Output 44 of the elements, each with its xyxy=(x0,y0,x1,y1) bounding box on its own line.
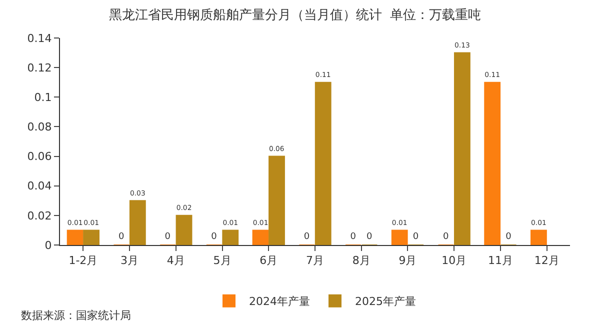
x-tick-label: 7月 xyxy=(306,254,324,268)
x-tick-label: 9月 xyxy=(398,254,417,268)
x-tick-label: 10月 xyxy=(442,254,467,268)
bar xyxy=(314,82,332,245)
bar xyxy=(176,214,192,245)
y-tick-label: 0.12 xyxy=(27,61,52,74)
x-tick-label: 1-2月 xyxy=(68,254,98,268)
data-label: 0 xyxy=(366,232,372,242)
chart-title: 黑龙江省民用钢质船舶产量分月（当月值）统计 单位：万载重吨 xyxy=(108,8,482,23)
bar xyxy=(454,52,470,245)
bar xyxy=(83,230,100,245)
legend-label: 2024年产量 xyxy=(249,295,310,308)
bar xyxy=(268,156,285,245)
data-label: 0 xyxy=(350,232,356,242)
y-tick-label: 0 xyxy=(44,238,52,252)
x-tick-label: 6月 xyxy=(260,254,278,268)
data-label: 0 xyxy=(412,232,419,242)
y-tick-label: 0.06 xyxy=(27,150,52,164)
x-tick-label: 3月 xyxy=(120,254,139,268)
x-tick-label: 4月 xyxy=(166,254,185,268)
bar xyxy=(484,82,501,245)
data-label: 0 xyxy=(164,232,171,242)
x-tick-label: 11月 xyxy=(488,254,513,268)
bar xyxy=(530,230,547,245)
data-label: 0 xyxy=(211,232,218,242)
data-label: 0 xyxy=(442,232,449,242)
y-tick-label: 0.04 xyxy=(27,180,52,193)
bar xyxy=(252,230,269,245)
source-note: 数据来源：国家统计局 xyxy=(21,309,131,322)
bar xyxy=(222,230,239,245)
data-label: 0 xyxy=(118,232,124,242)
bar xyxy=(66,230,84,245)
y-tick-label: 0.1 xyxy=(34,90,52,104)
bar xyxy=(129,200,146,245)
data-label: 0 xyxy=(506,232,512,242)
y-tick-label: 0.14 xyxy=(27,32,52,45)
bar xyxy=(391,230,408,245)
x-tick-label: 5月 xyxy=(213,254,232,268)
data-label: 0 xyxy=(304,232,310,242)
legend-label: 2025年产量 xyxy=(355,295,416,308)
x-tick-label: 8月 xyxy=(352,254,370,268)
x-tick-label: 12月 xyxy=(534,254,560,268)
y-tick-label: 0.02 xyxy=(27,209,52,222)
y-tick-label: 0.08 xyxy=(27,120,52,134)
